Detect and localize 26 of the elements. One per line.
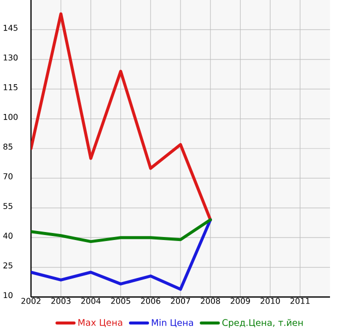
- y-tick-label: 115: [4, 84, 18, 90]
- x-tick-label: 2009: [230, 298, 250, 304]
- line-series: [31, 12, 212, 222]
- x-tick-label: 2007: [170, 298, 190, 304]
- x-tick-label: 2006: [141, 298, 160, 304]
- x-tick-label: 2005: [111, 298, 130, 304]
- legend-label: Max Цена: [78, 319, 122, 328]
- line-series: [31, 218, 212, 244]
- y-tick-label: 130: [4, 54, 18, 61]
- y-tick-label: 145: [4, 24, 18, 31]
- x-tick-label: 2004: [81, 298, 101, 304]
- y-tick-label: 100: [4, 114, 18, 120]
- x-tick-label: 2002: [21, 298, 40, 304]
- line-series: [31, 218, 212, 291]
- y-tick-label: 40: [3, 232, 13, 239]
- x-tick-label: 2011: [290, 298, 310, 304]
- y-tick-label: 85: [3, 144, 12, 150]
- x-tick-label: 2003: [51, 298, 70, 304]
- y-tick-label: 25: [3, 262, 12, 268]
- x-tick-label: 2010: [260, 298, 280, 304]
- y-tick-label: 55: [3, 203, 12, 210]
- legend-label: Min Цена: [152, 319, 193, 328]
- y-tick-label: 10: [4, 292, 13, 298]
- x-tick-label: 2008: [200, 298, 220, 304]
- legend-label: Сред.Цена, т.йен: [222, 319, 303, 328]
- y-tick-label: 70: [4, 173, 13, 180]
